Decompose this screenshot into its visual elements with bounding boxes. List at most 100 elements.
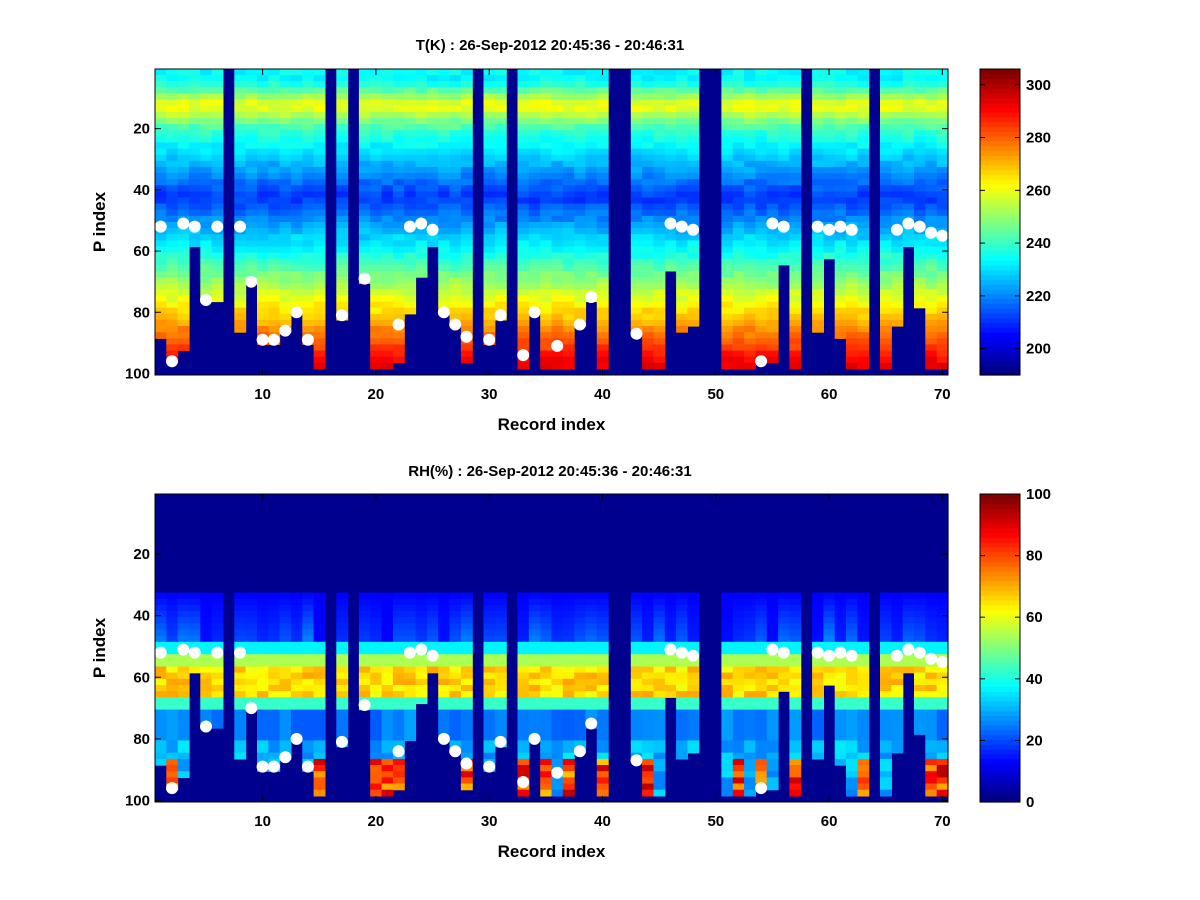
heatmap-cell xyxy=(528,685,541,692)
heatmap-cell xyxy=(664,604,677,612)
heatmap-cell xyxy=(257,623,269,631)
heatmap-cell xyxy=(166,567,179,575)
heatmap-cell xyxy=(415,611,428,618)
heatmap-cell xyxy=(494,215,507,223)
heatmap-cell xyxy=(721,654,734,661)
heatmap-cell xyxy=(744,586,756,594)
heatmap-cell xyxy=(846,283,858,290)
heatmap-cell xyxy=(460,185,473,192)
heatmap-cell xyxy=(517,740,530,748)
heatmap-cell xyxy=(370,752,383,760)
heatmap-cell xyxy=(189,604,201,612)
heatmap-cell xyxy=(313,537,326,544)
heatmap-cell xyxy=(732,283,745,290)
heatmap-cell xyxy=(585,543,598,551)
heatmap-cell xyxy=(358,136,371,143)
heatmap-cell xyxy=(211,264,224,272)
heatmap-cell xyxy=(812,252,824,260)
heatmap-cell xyxy=(823,148,836,156)
heatmap-cell xyxy=(551,592,564,600)
heatmap-cell xyxy=(732,350,745,358)
heatmap-cell xyxy=(834,758,847,766)
heatmap-cell xyxy=(449,264,462,272)
heatmap-cell xyxy=(732,746,745,754)
heatmap-cell xyxy=(381,734,394,741)
heatmap-cell xyxy=(155,326,167,333)
heatmap-cell xyxy=(642,228,654,235)
heatmap-cell xyxy=(302,313,315,321)
heatmap-cell xyxy=(857,283,870,290)
heatmap-cell xyxy=(189,136,201,143)
heatmap-cell xyxy=(279,179,292,186)
heatmap-cell xyxy=(392,87,405,95)
heatmap-cell xyxy=(653,179,666,186)
heatmap-cell xyxy=(642,252,654,260)
heatmap-cell xyxy=(279,81,292,88)
heatmap-cell xyxy=(585,69,598,76)
heatmap-cell xyxy=(279,295,292,303)
heatmap-cell xyxy=(517,506,530,514)
heatmap-cell xyxy=(302,264,315,272)
heatmap-cell xyxy=(166,721,179,729)
heatmap-cell xyxy=(370,118,383,125)
heatmap-cell xyxy=(268,721,281,729)
heatmap-cell xyxy=(755,728,768,735)
heatmap-cell xyxy=(449,99,462,107)
heatmap-cell xyxy=(914,283,926,290)
heatmap-cell xyxy=(392,130,405,137)
heatmap-cell xyxy=(596,136,609,143)
heatmap-cell xyxy=(234,543,247,551)
heatmap-cell xyxy=(642,771,654,778)
heatmap-cell xyxy=(404,524,417,532)
heatmap-cell xyxy=(370,142,383,150)
heatmap-cell xyxy=(834,592,847,600)
heatmap-cell xyxy=(404,252,417,260)
heatmap-cell xyxy=(211,289,224,296)
heatmap-cell xyxy=(834,586,847,594)
heatmap-cell xyxy=(687,75,700,82)
heatmap-cell xyxy=(392,672,405,680)
heatmap-cell xyxy=(846,203,858,211)
heatmap-cell xyxy=(653,604,666,612)
heatmap-cell xyxy=(426,166,439,174)
heatmap-cell xyxy=(155,185,167,192)
heatmap-cell xyxy=(834,240,847,248)
heatmap-cell xyxy=(834,105,847,113)
heatmap-cell xyxy=(812,246,824,254)
heatmap-cell xyxy=(460,301,473,309)
heatmap-cell xyxy=(166,209,179,217)
heatmap-cell xyxy=(211,709,224,717)
heatmap-cell xyxy=(574,118,587,125)
heatmap-cell xyxy=(302,734,315,741)
heatmap-cell xyxy=(846,641,858,649)
heatmap-cell xyxy=(211,160,224,168)
heatmap-cell xyxy=(415,506,428,514)
heatmap-cell xyxy=(257,118,269,125)
heatmap-cell xyxy=(676,506,688,514)
heatmap-cell xyxy=(483,703,496,711)
heatmap-cell xyxy=(732,258,745,266)
heatmap-cell xyxy=(880,271,892,278)
heatmap-cell xyxy=(166,518,179,526)
heatmap-cell xyxy=(358,203,371,211)
heatmap-cell xyxy=(336,691,349,698)
heatmap-cell xyxy=(574,703,587,711)
heatmap-cell xyxy=(177,185,190,192)
heatmap-cell xyxy=(483,715,496,723)
heatmap-cell xyxy=(381,567,394,575)
heatmap-cell xyxy=(483,197,496,205)
heatmap-cell xyxy=(189,160,201,168)
heatmap-cell xyxy=(812,512,824,520)
heatmap-cell xyxy=(642,549,654,557)
heatmap-cell xyxy=(778,258,790,266)
heatmap-cell xyxy=(596,598,609,606)
heatmap-cell xyxy=(596,715,609,723)
heatmap-cell xyxy=(177,543,190,551)
heatmap-cell xyxy=(234,561,247,569)
heatmap-cell xyxy=(268,567,281,575)
heatmap-cell xyxy=(302,81,315,88)
heatmap-cell xyxy=(551,277,564,284)
heatmap-cell xyxy=(279,666,292,674)
heatmap-cell xyxy=(721,246,734,254)
heatmap-cell xyxy=(392,777,405,785)
